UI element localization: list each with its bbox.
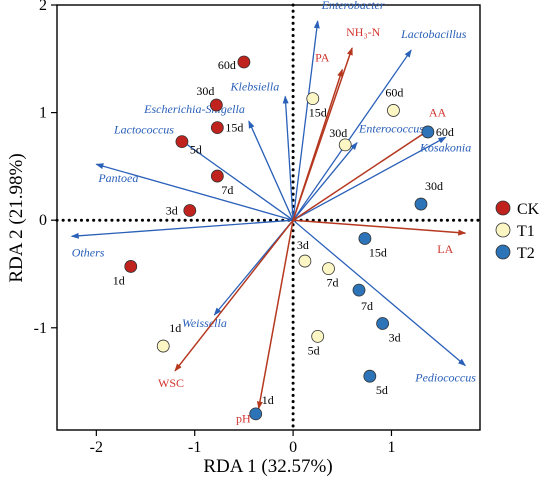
env-arrow-la	[293, 219, 467, 236]
species-label-pediococcus: Pediococcus	[414, 370, 476, 384]
point-ck-5d	[175, 135, 189, 149]
point-label-t1-60d: 60d	[385, 85, 403, 99]
x-tick-label: 1	[387, 439, 395, 456]
point-t1-30d	[338, 138, 352, 152]
species-label-kosakonia: Kosakonia	[419, 140, 471, 154]
legend-marker-t2	[495, 244, 511, 260]
point-t2-15d	[358, 232, 372, 245]
species-label-lactococcus: Lactococcus	[113, 122, 174, 136]
species-label-escherichia-shigella: Escherichia-Shigella	[143, 102, 245, 116]
point-t2-3d	[376, 317, 390, 330]
species-arrow-enterococcus	[292, 141, 358, 221]
env-arrow-wsc	[174, 219, 294, 372]
species-label-enterobacter: Enterobacter	[321, 0, 385, 12]
point-label-t2-1d: 1d	[262, 393, 274, 407]
env-arrow-aa	[292, 128, 432, 221]
legend-marker-t1	[495, 222, 511, 238]
point-t2-60d	[421, 125, 435, 139]
species-arrow-kosakonia	[292, 136, 447, 221]
species-label-klebsiella: Klebsiella	[230, 79, 280, 93]
env-label-la: LA	[437, 242, 453, 256]
point-t1-1d	[156, 339, 170, 353]
legend-label-t1: T1	[517, 223, 535, 240]
point-label-ck-30d: 30d	[196, 84, 214, 98]
env-label-pa: PA	[315, 51, 330, 65]
y-axis-title: RDA 2 (21.98%)	[6, 153, 27, 282]
point-ck-30d	[209, 98, 223, 112]
point-t1-7d	[322, 262, 335, 276]
point-label-t2-7d: 7d	[361, 299, 373, 313]
point-t2-7d	[352, 283, 366, 297]
point-ck-15d	[210, 121, 224, 135]
species-arrow-lactobacillus	[292, 49, 412, 221]
point-label-t1-3d: 3d	[297, 238, 309, 252]
point-t2-1d	[249, 407, 263, 421]
x-tick-label: 0	[289, 439, 297, 456]
env-arrow-ph	[256, 220, 294, 410]
point-ck-1d	[124, 260, 138, 273]
env-label-nh-n: NH₃-N	[346, 25, 381, 39]
point-label-t2-60d: 60d	[436, 125, 454, 139]
point-t1-3d	[298, 254, 312, 268]
point-t1-15d	[306, 92, 320, 106]
point-label-t1-30d: 30d	[329, 126, 347, 140]
point-t1-5d	[311, 329, 325, 343]
point-t2-5d	[363, 369, 377, 383]
point-label-t1-7d: 7d	[327, 276, 339, 290]
point-ck-3d	[183, 204, 197, 217]
legend-label-ck: CK	[517, 201, 540, 218]
point-label-t1-5d: 5d	[308, 343, 320, 357]
species-label-weissella: Weissella	[182, 316, 227, 330]
species-arrow-enterobacter	[292, 20, 320, 221]
y-tick-label: -1	[34, 320, 47, 337]
point-label-t1-1d: 1d	[169, 321, 181, 335]
x-tick-label: -1	[188, 439, 201, 456]
species-arrow-pediococcus	[292, 219, 467, 367]
species-arrow-escherichia-shigella	[248, 120, 294, 221]
env-label-aa: AA	[429, 106, 447, 120]
env-label-wsc: WSC	[158, 376, 184, 390]
point-ck-7d	[210, 169, 224, 183]
species-arrow-others	[70, 219, 294, 239]
species-arrow-lactococcus	[179, 138, 294, 221]
env-arrow-pa	[292, 68, 343, 221]
y-tick-label: 2	[39, 0, 47, 14]
point-label-t2-3d: 3d	[389, 330, 401, 344]
species-arrow-pantoea	[95, 163, 294, 221]
point-label-t2-30d: 30d	[425, 179, 443, 193]
species-label-pantoea: Pantoea	[97, 171, 138, 185]
point-label-t1-15d: 15d	[309, 106, 327, 120]
x-tick-label: -2	[90, 439, 103, 456]
point-label-t2-15d: 15d	[369, 245, 387, 259]
y-tick-label: 0	[39, 212, 47, 229]
legend-label-t2: T2	[517, 245, 535, 262]
species-label-others: Others	[72, 245, 105, 259]
legend-marker-ck	[495, 200, 511, 216]
x-axis-title: RDA 1 (32.57%)	[203, 456, 332, 477]
plot-frame	[56, 4, 481, 431]
point-label-ck-1d: 1d	[113, 273, 125, 287]
species-arrow-klebsiella	[282, 95, 294, 221]
y-tick-label: 1	[39, 105, 47, 122]
point-label-ck-60d: 60d	[218, 58, 236, 72]
species-label-lactobacillus: Lactobacillus	[400, 27, 467, 41]
point-label-ck-3d: 3d	[166, 204, 178, 218]
point-ck-60d	[237, 55, 251, 69]
point-t1-60d	[387, 104, 400, 117]
point-label-ck-15d: 15d	[225, 121, 243, 135]
species-label-enterococcus: Enterococcus	[358, 122, 424, 136]
point-label-t2-5d: 5d	[376, 383, 388, 397]
env-label-ph: pH	[236, 411, 251, 425]
point-label-ck-7d: 7d	[221, 183, 233, 197]
point-label-ck-5d: 5d	[190, 143, 202, 157]
point-t2-30d	[414, 197, 428, 211]
